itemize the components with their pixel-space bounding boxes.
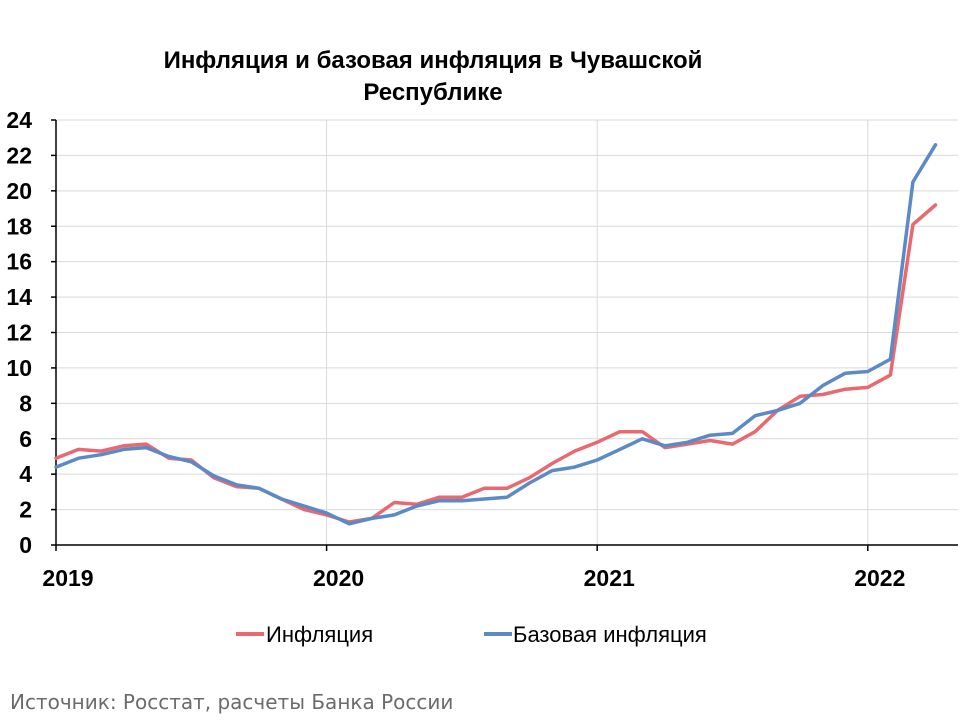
y-tick-label: 10 [6, 355, 32, 381]
y-tick-label: 2 [19, 497, 32, 523]
y-tick-label: 20 [6, 178, 32, 204]
x-tick-label: 2019 [42, 565, 93, 591]
y-tick-label: 12 [6, 320, 32, 346]
x-tick-label: 2022 [854, 565, 905, 591]
chart-title-line-2: Республике [363, 79, 502, 106]
grid [56, 119, 958, 545]
y-tick-label: 18 [6, 213, 32, 239]
series-lines [54, 143, 938, 526]
x-tick-label: 2021 [584, 565, 635, 591]
legend-label-core-inflation: Базовая инфляция [513, 622, 707, 647]
chart-title-line-1: Инфляция и базовая инфляция в Чувашской [164, 47, 703, 74]
y-tick-label: 6 [19, 426, 32, 452]
y-tick-label: 14 [6, 284, 32, 310]
y-tick-label: 8 [19, 390, 32, 416]
y-tick-label: 4 [19, 461, 32, 487]
x-tick-labels: 2019 2020 2021 2022 [42, 565, 905, 591]
x-tick-label: 2020 [313, 565, 364, 591]
y-tick-label: 22 [6, 142, 32, 168]
y-tick-label: 16 [6, 249, 32, 275]
source-note: Источник: Росстат, расчеты Банка России [10, 690, 454, 714]
y-tick-label: 24 [6, 107, 32, 133]
legend-label-inflation: Инфляция [266, 622, 373, 647]
axes [51, 119, 958, 551]
legend: Инфляция Базовая инфляция [236, 622, 707, 647]
series-line-core-inflation [54, 143, 938, 526]
y-tick-label: 0 [19, 532, 32, 558]
